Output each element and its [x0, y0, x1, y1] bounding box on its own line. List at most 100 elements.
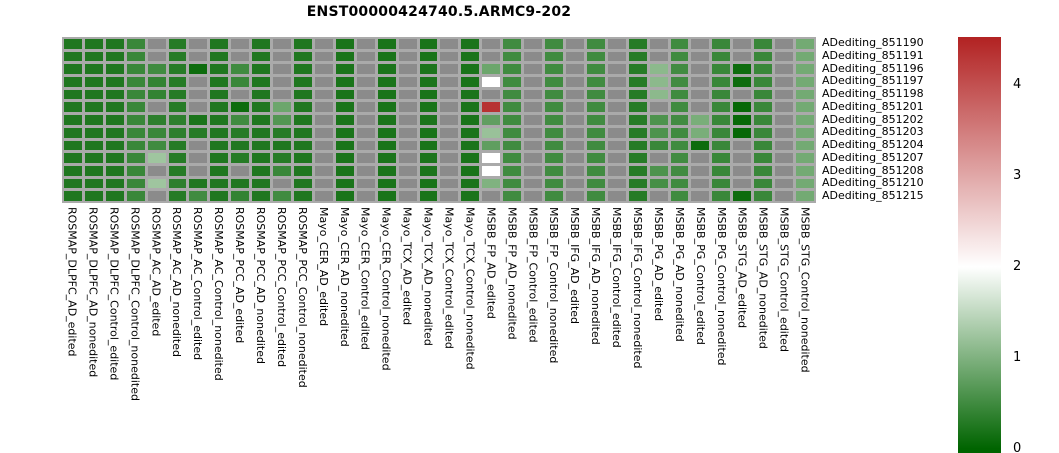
heatmap-cell: [105, 39, 124, 49]
heatmap-cell-na: [189, 51, 208, 62]
heatmap-cell: [503, 77, 522, 87]
heatmap-cell-na: [775, 127, 794, 138]
heatmap-cell-na: [691, 39, 710, 49]
heatmap-cell-na: [607, 51, 626, 62]
heatmap-cell: [733, 64, 752, 75]
heatmap-cell: [168, 39, 187, 49]
heatmap-cell: [754, 51, 773, 62]
row-label: ADediting_851198: [822, 87, 924, 101]
heatmap-cell: [126, 140, 145, 151]
heatmap-cell: [126, 153, 145, 163]
heatmap-cell-na: [398, 77, 417, 87]
heatmap-cell: [189, 127, 208, 138]
row-label: ADediting_851197: [822, 74, 924, 88]
heatmap-cell: [670, 89, 689, 100]
column-label: MSBB_IFG_AD_nonedited: [589, 207, 603, 345]
heatmap-cell: [147, 64, 166, 75]
heatmap-cell-na: [314, 77, 333, 87]
heatmap-cell: [712, 115, 731, 125]
heatmap-cell-na: [565, 102, 584, 113]
heatmap-cell: [64, 115, 82, 125]
heatmap-cell: [189, 178, 208, 189]
heatmap-cell: [84, 115, 103, 125]
heatmap-cell: [168, 77, 187, 87]
colorbar-tick-label: 3: [1013, 168, 1022, 183]
heatmap-cell-na: [524, 39, 543, 49]
heatmap-cell-na: [565, 51, 584, 62]
heatmap-cell: [754, 39, 773, 49]
heatmap-cell-na: [398, 178, 417, 189]
heatmap-cell: [482, 153, 501, 163]
heatmap-cell: [649, 165, 668, 176]
heatmap-cell: [482, 77, 501, 87]
heatmap-cell-na: [691, 64, 710, 75]
heatmap-cell-na: [524, 89, 543, 100]
heatmap-cell-na: [356, 140, 375, 151]
heatmap-cell: [377, 127, 396, 138]
heatmap-cell: [64, 127, 82, 138]
heatmap-cell: [419, 191, 438, 201]
heatmap-cell: [503, 178, 522, 189]
column-label: Mayo_TCX_Control_nonedited: [463, 207, 477, 370]
heatmap-cell-na: [733, 39, 752, 49]
heatmap-cell-na: [775, 178, 794, 189]
heatmap-cell: [335, 39, 354, 49]
heatmap-cell-na: [733, 178, 752, 189]
column-label: ROSMAP_AC_Control_nonedited: [212, 207, 226, 381]
column-label: MSBB_FP_Control_nonedited: [547, 207, 561, 364]
heatmap-cell: [126, 102, 145, 113]
heatmap-cell: [189, 191, 208, 201]
heatmap-cell: [84, 165, 103, 176]
heatmap-cell: [105, 140, 124, 151]
heatmap-cell-na: [775, 153, 794, 163]
heatmap-cell: [712, 51, 731, 62]
heatmap-cell: [335, 64, 354, 75]
heatmap-cell: [649, 115, 668, 125]
heatmap-cell-na: [314, 127, 333, 138]
heatmap-cell: [335, 191, 354, 201]
heatmap-cell: [670, 64, 689, 75]
heatmap-cell-na: [356, 89, 375, 100]
heatmap-cell-na: [440, 39, 459, 49]
heatmap-cell: [712, 191, 731, 201]
heatmap-cell: [545, 39, 563, 49]
column-label: MSBB_FP_AD_nonedited: [505, 207, 519, 340]
heatmap-cell-na: [398, 140, 417, 151]
heatmap-cell-na: [231, 89, 250, 100]
heatmap-cell: [482, 115, 501, 125]
heatmap-cell: [84, 51, 103, 62]
row-label: ADediting_851208: [822, 163, 924, 177]
column-label: Mayo_TCX_AD_nonedited: [421, 207, 435, 346]
heatmap-cell: [586, 140, 605, 151]
heatmap-cell-na: [607, 165, 626, 176]
heatmap-cell: [586, 102, 605, 113]
heatmap-cell-na: [565, 89, 584, 100]
heatmap-cell: [461, 102, 480, 113]
heatmap-cell-na: [775, 191, 794, 201]
heatmap-cell: [168, 64, 187, 75]
heatmap-cell-na: [440, 127, 459, 138]
heatmap-cell-na: [775, 77, 794, 87]
heatmap-cell-na: [189, 39, 208, 49]
heatmap-cell: [545, 153, 563, 163]
heatmap-cell-na: [356, 127, 375, 138]
heatmap-cell-na: [482, 39, 501, 49]
heatmap-cell-na: [398, 191, 417, 201]
heatmap-cell: [545, 115, 563, 125]
heatmap-cell: [586, 165, 605, 176]
heatmap-cell: [335, 89, 354, 100]
heatmap-cell: [210, 77, 229, 87]
heatmap-cell-na: [775, 51, 794, 62]
heatmap-cell: [482, 127, 501, 138]
heatmap-cell-na: [524, 191, 543, 201]
heatmap-cell: [64, 153, 82, 163]
heatmap-cell-na: [733, 140, 752, 151]
heatmap-cell: [273, 140, 292, 151]
heatmap-cell: [252, 64, 271, 75]
heatmap-cell: [670, 102, 689, 113]
heatmap-cell: [273, 102, 292, 113]
heatmap-cell: [168, 165, 187, 176]
heatmap-cell-na: [565, 77, 584, 87]
heatmap-cell: [461, 165, 480, 176]
heatmap-cell: [712, 127, 731, 138]
